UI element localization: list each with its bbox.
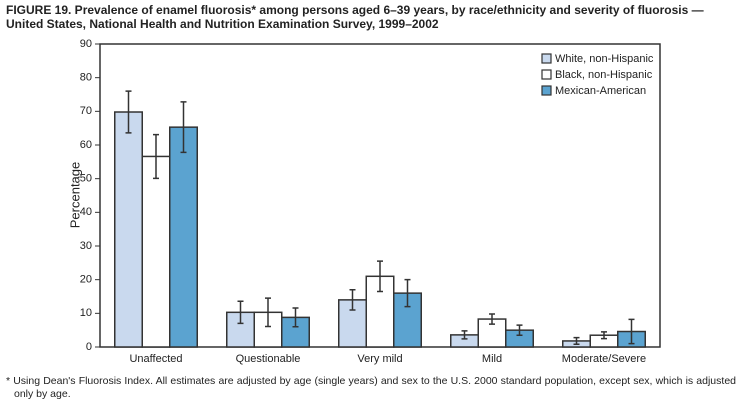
footnote: * Using Dean's Fluorosis Index. All esti… — [6, 375, 736, 400]
legend-swatch — [541, 85, 552, 96]
y-axis-label: Percentage — [67, 162, 82, 229]
error-bar — [489, 313, 495, 325]
error-bar — [265, 297, 271, 328]
legend-label: Black, non-Hispanic — [555, 69, 653, 81]
y-tick-label: 20 — [80, 274, 92, 286]
error-bar — [573, 336, 580, 346]
x-tick-label: Questionable — [236, 353, 301, 365]
error-bar — [237, 300, 244, 325]
y-tick-label: 40 — [80, 206, 92, 218]
y-tick-label: 30 — [80, 240, 92, 252]
y-tick-label: 80 — [80, 72, 92, 84]
title-line: FIGURE 19. Prevalence of enamel fluorosi… — [6, 3, 704, 17]
y-tick-label: 0 — [86, 341, 92, 353]
error-bar — [349, 289, 356, 311]
error-bar — [628, 318, 635, 345]
y-tick-label: 90 — [80, 38, 92, 50]
legend-swatch — [541, 69, 552, 80]
bar — [141, 155, 171, 348]
error-bar — [377, 260, 383, 293]
error-bar — [516, 324, 523, 336]
legend-label: White, non-Hispanic — [555, 53, 654, 65]
bar — [169, 126, 198, 348]
legend-swatch — [541, 53, 552, 64]
bar — [114, 111, 143, 348]
x-tick-label: Unaffected — [129, 353, 182, 365]
legend-label: Mexican-American — [555, 85, 646, 97]
chart: Percentage 0 10 20 30 40 50 60 70 80 90 Unaffected… — [67, 38, 661, 365]
y-tick-label: 50 — [80, 173, 92, 185]
y-tick-label: 60 — [80, 139, 92, 151]
error-bar — [180, 101, 187, 154]
error-bar — [125, 90, 132, 134]
title-line: United States, National Health and Nutri… — [6, 17, 439, 31]
y-tick-label: 70 — [80, 105, 92, 117]
error-bar — [292, 307, 299, 328]
x-tick-label: Mild — [482, 353, 502, 365]
x-tick-label: Very mild — [357, 353, 402, 365]
chart-title: FIGURE 19. Prevalence of enamel fluorosi… — [6, 3, 704, 31]
error-bar — [601, 331, 607, 340]
y-tick-label: 10 — [80, 307, 92, 319]
error-bar — [461, 330, 468, 340]
error-bar — [153, 133, 159, 180]
x-tick-label: Moderate/Severe — [562, 353, 646, 365]
error-bar — [404, 278, 411, 308]
